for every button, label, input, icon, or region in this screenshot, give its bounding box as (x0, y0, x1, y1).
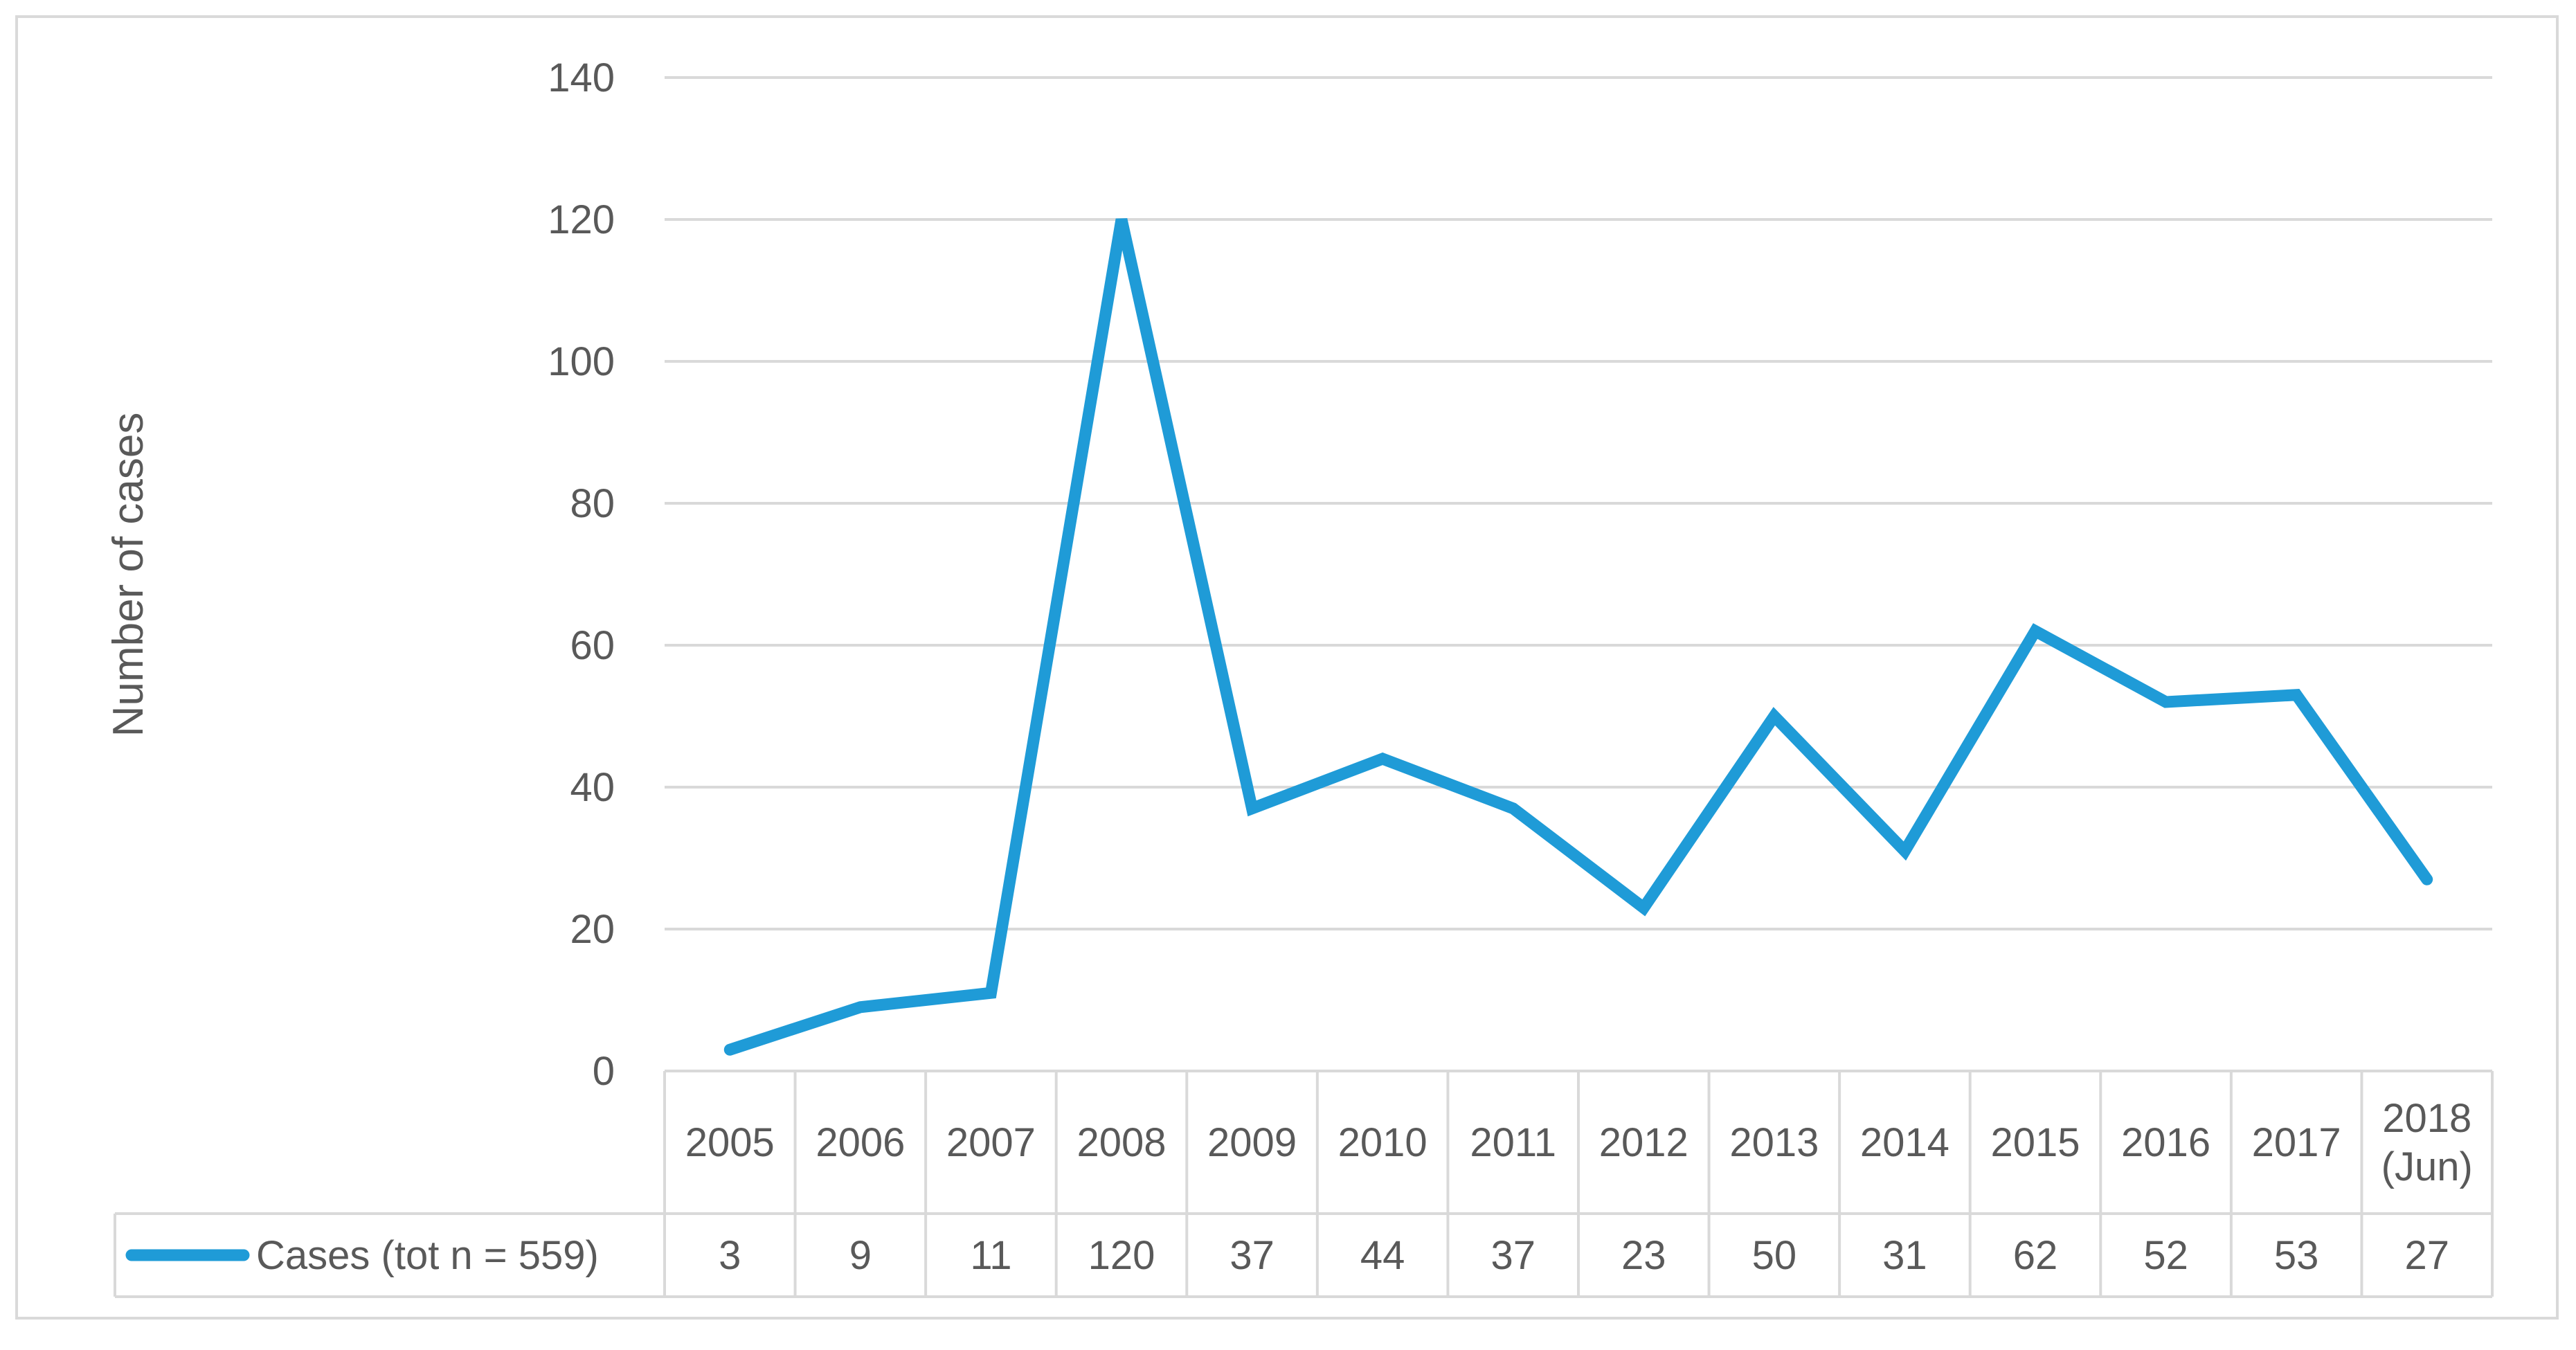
y-tick-label: 60 (570, 623, 615, 668)
data-table-value: 53 (2274, 1233, 2319, 1278)
data-table-value: 37 (1230, 1233, 1275, 1278)
category-label: 2006 (816, 1120, 905, 1165)
data-table-value: 62 (2013, 1233, 2058, 1278)
y-tick-label: 0 (593, 1049, 615, 1094)
category-label: 2015 (1990, 1120, 2080, 1165)
data-table-value: 3 (719, 1233, 741, 1278)
data-point (1382, 758, 1384, 759)
category-label: 2009 (1207, 1120, 1297, 1165)
y-tick-label: 40 (570, 765, 615, 810)
data-point (859, 1006, 861, 1008)
data-table-value: 11 (970, 1233, 1011, 1278)
y-tick-label: 20 (570, 907, 615, 952)
data-table-value: 50 (1752, 1233, 1797, 1278)
legend-label: Cases (tot n = 559) (256, 1233, 599, 1278)
series-layer (723, 218, 2433, 1056)
data-table-value: 120 (1088, 1233, 1155, 1278)
grid-lines (665, 76, 2492, 930)
data-point (1121, 219, 1122, 220)
series-line-cases (723, 218, 2433, 1056)
data-point (1773, 715, 1775, 717)
category-label: 2016 (2121, 1120, 2210, 1165)
data-table: 2005 3 2006 9 2007 11 2008 120 2009 37 2010 44 2011 3… (114, 1070, 2494, 1298)
legend: Cases (tot n = 559) (125, 1233, 599, 1278)
data-table-value: 44 (1360, 1233, 1405, 1278)
data-table-value: 31 (1882, 1233, 1927, 1278)
y-tick-label: 80 (570, 481, 615, 526)
data-point (990, 992, 992, 994)
y-axis-ticks: 0 20 40 60 80 100 120 140 (548, 55, 615, 1094)
data-table-value: 9 (849, 1233, 872, 1278)
data-point (729, 1049, 731, 1051)
data-point (2296, 694, 2298, 696)
category-label: 2008 (1077, 1120, 1166, 1165)
y-tick-label: 140 (548, 55, 615, 100)
category-label: (Jun) (2381, 1144, 2473, 1189)
category-label: 2010 (1338, 1120, 1427, 1165)
data-table-value: 23 (1621, 1233, 1666, 1278)
data-point (1512, 807, 1514, 809)
category-label: 2012 (1599, 1120, 1688, 1165)
category-label: 2018 (2382, 1096, 2471, 1141)
y-tick-label: 100 (548, 339, 615, 384)
data-point (1251, 807, 1253, 809)
category-label: 2005 (685, 1120, 775, 1165)
category-label: 2011 (1470, 1120, 1556, 1165)
data-table-value: 52 (2143, 1233, 2188, 1278)
data-point (2165, 701, 2167, 703)
data-table-value: 37 (1490, 1233, 1535, 1278)
category-label: 2007 (946, 1120, 1036, 1165)
category-label: 2017 (2252, 1120, 2341, 1165)
y-axis-title: Number of cases (105, 413, 152, 737)
data-point (2426, 879, 2428, 881)
data-point (1643, 907, 1645, 909)
chart-border (15, 15, 2559, 1320)
data-table-value: 27 (2404, 1233, 2449, 1278)
data-point (1904, 850, 1906, 852)
category-label: 2014 (1860, 1120, 1949, 1165)
y-tick-label: 120 (548, 197, 615, 242)
category-label: 2013 (1729, 1120, 1819, 1165)
data-point (2035, 630, 2036, 632)
